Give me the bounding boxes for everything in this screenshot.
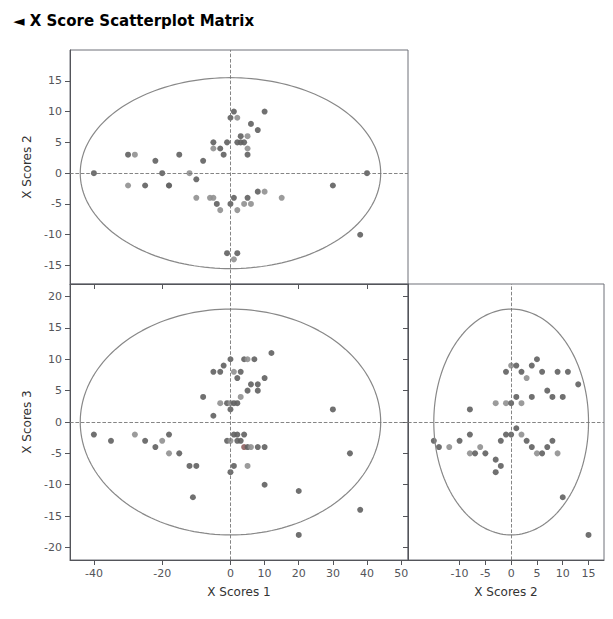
svg-text:◄ X Score Scatterplot Matrix: ◄ X Score Scatterplot Matrix xyxy=(13,12,254,30)
svg-text:-5: -5 xyxy=(51,197,62,210)
svg-text:10: 10 xyxy=(556,567,570,580)
svg-text:5: 5 xyxy=(533,567,540,580)
svg-text:0: 0 xyxy=(508,567,515,580)
svg-text:-15: -15 xyxy=(44,510,62,523)
svg-text:20: 20 xyxy=(292,567,306,580)
svg-text:X Scores 3: X Scores 3 xyxy=(20,390,34,453)
svg-text:10: 10 xyxy=(48,353,62,366)
svg-text:-20: -20 xyxy=(44,541,62,554)
svg-text:15: 15 xyxy=(582,567,596,580)
svg-text:0: 0 xyxy=(55,416,62,429)
svg-text:50: 50 xyxy=(394,567,408,580)
svg-text:0: 0 xyxy=(227,567,234,580)
svg-text:15: 15 xyxy=(48,74,62,87)
svg-text:X Scores 2: X Scores 2 xyxy=(474,585,537,599)
svg-text:20: 20 xyxy=(48,290,62,303)
svg-text:-40: -40 xyxy=(85,567,103,580)
svg-text:-5: -5 xyxy=(51,447,62,460)
svg-text:-10: -10 xyxy=(44,478,62,491)
svg-text:-5: -5 xyxy=(480,567,491,580)
svg-text:-10: -10 xyxy=(451,567,469,580)
svg-text:X Scores 2: X Scores 2 xyxy=(20,135,34,198)
svg-text:0: 0 xyxy=(55,167,62,180)
svg-text:15: 15 xyxy=(48,321,62,334)
svg-text:10: 10 xyxy=(258,567,272,580)
svg-text:30: 30 xyxy=(326,567,340,580)
svg-text:10: 10 xyxy=(48,105,62,118)
svg-text:5: 5 xyxy=(55,136,62,149)
svg-text:40: 40 xyxy=(360,567,374,580)
svg-text:-10: -10 xyxy=(44,228,62,241)
svg-text:5: 5 xyxy=(55,384,62,397)
svg-text:-15: -15 xyxy=(44,259,62,272)
svg-text:-20: -20 xyxy=(153,567,171,580)
svg-text:X Scores 1: X Scores 1 xyxy=(207,585,270,599)
